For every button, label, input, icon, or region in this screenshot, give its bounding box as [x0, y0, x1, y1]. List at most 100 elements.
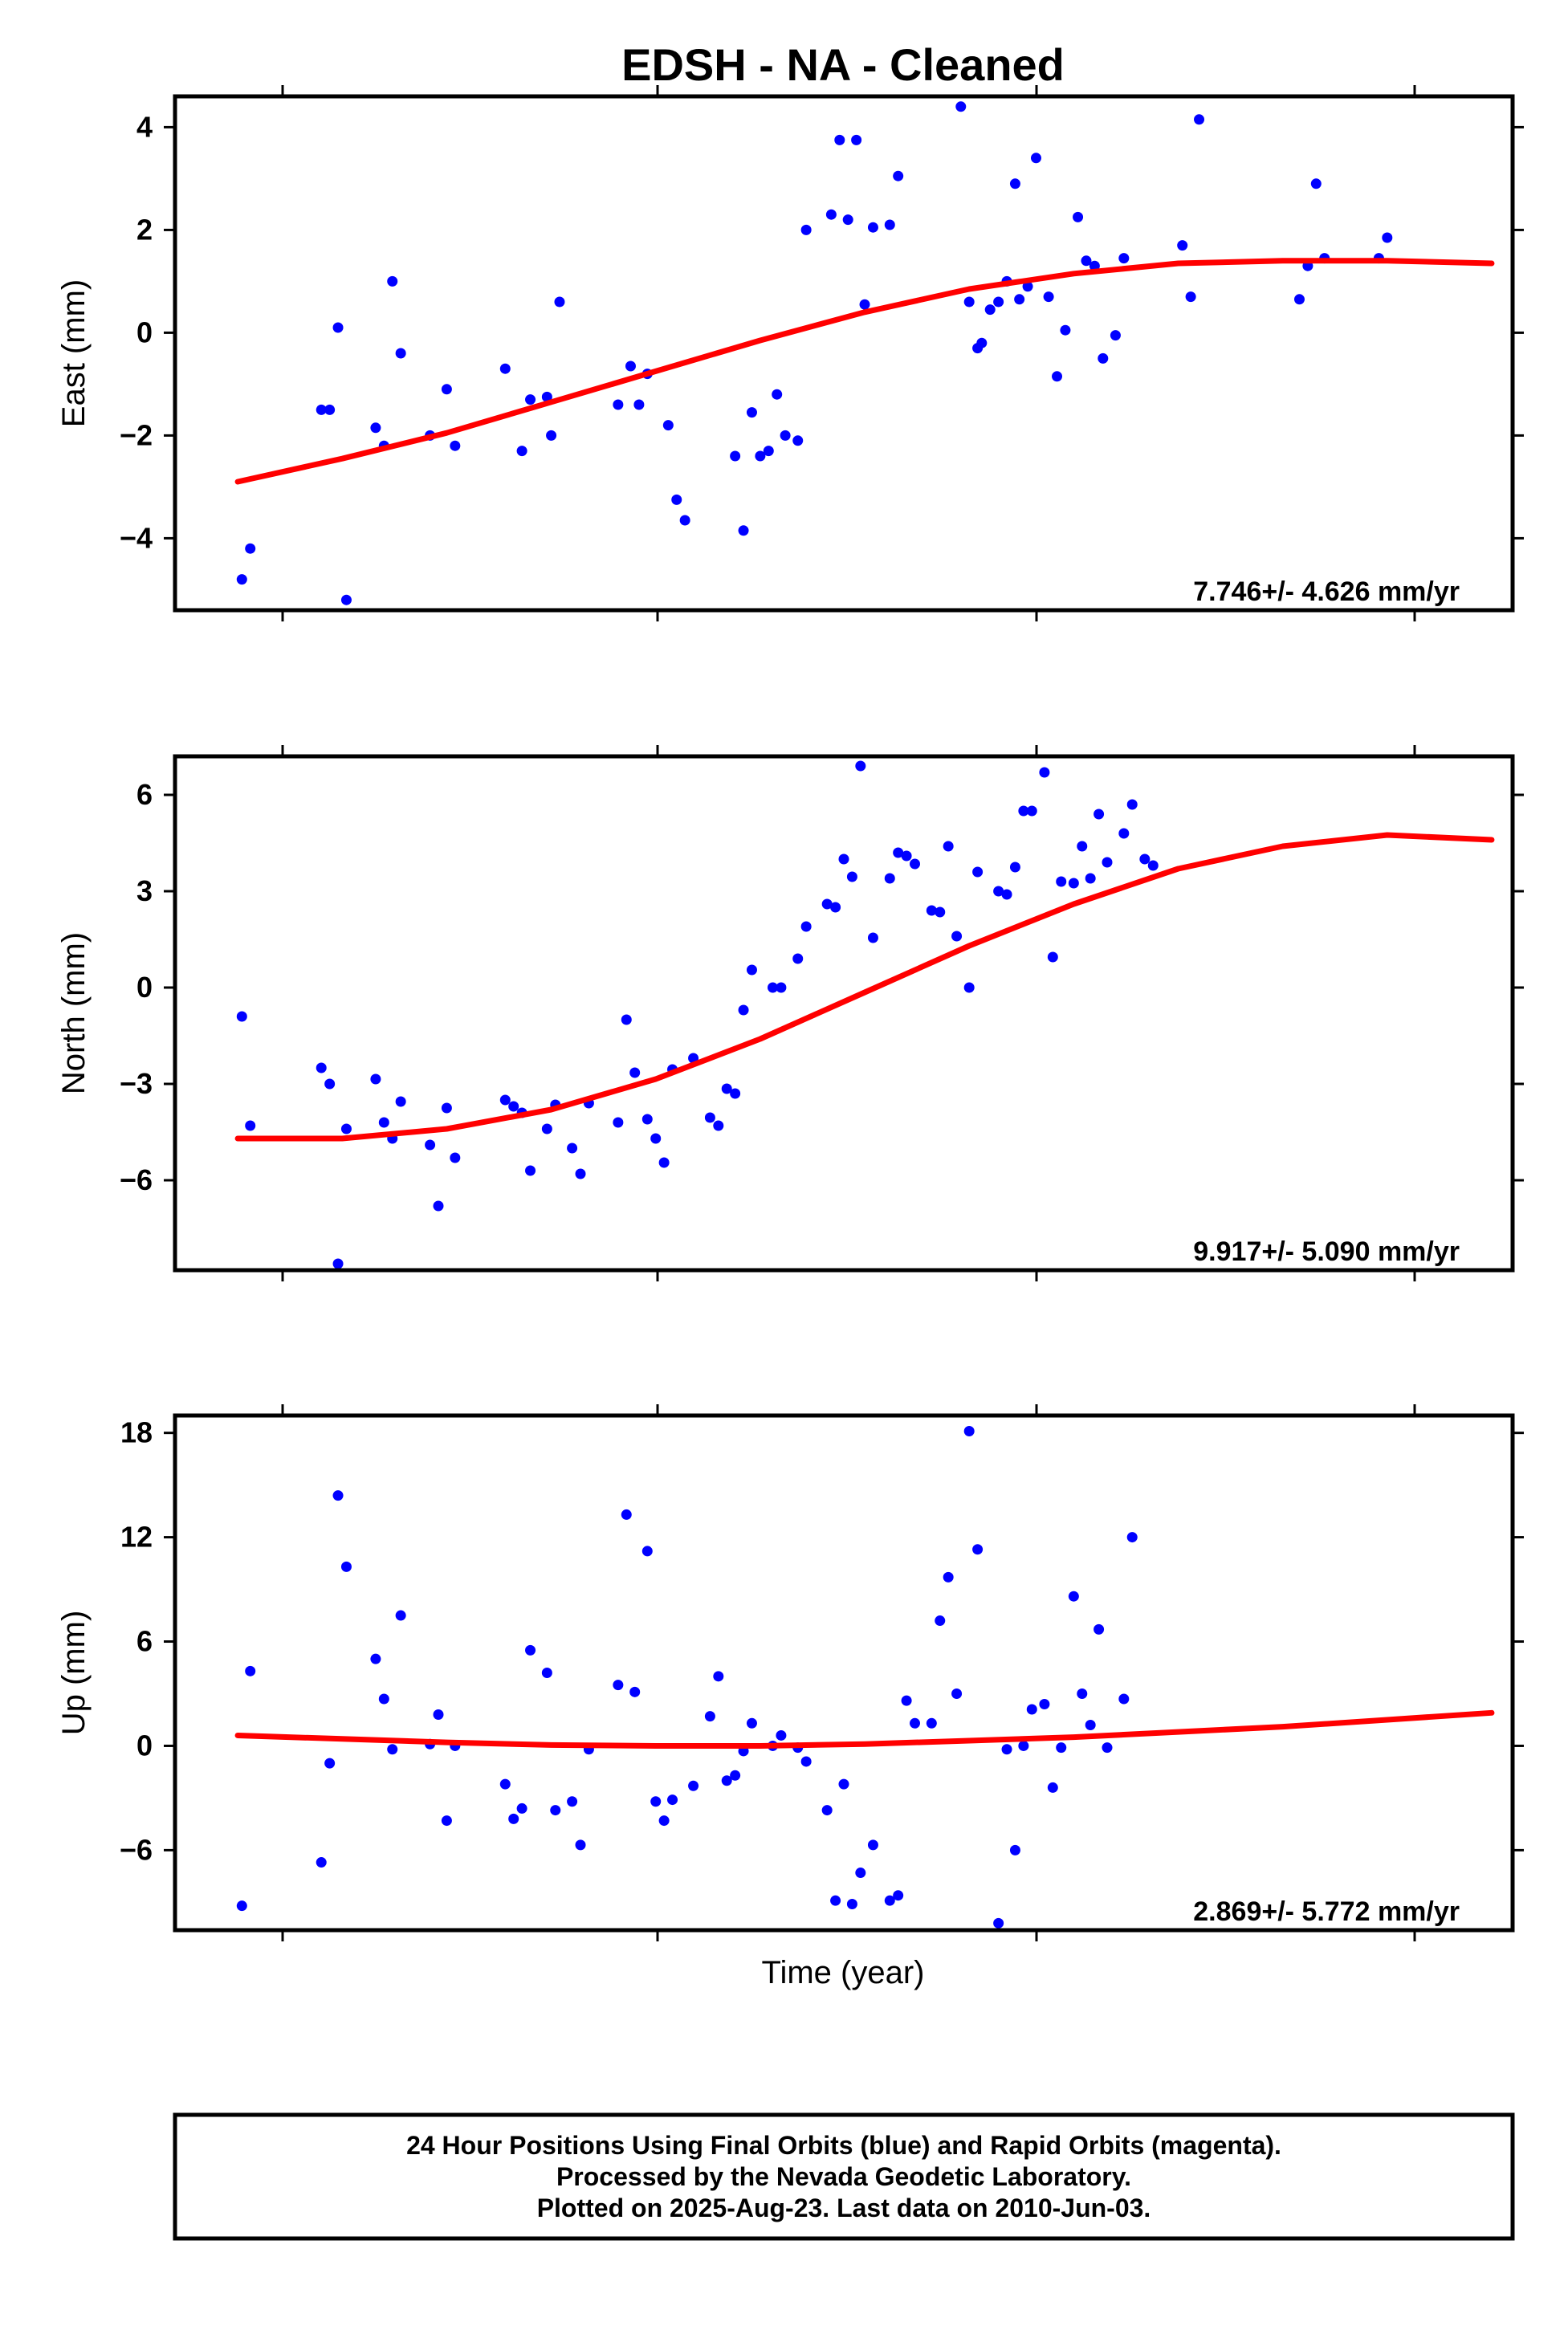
- data-point: [730, 1088, 741, 1099]
- data-point: [776, 982, 787, 993]
- data-point: [955, 101, 967, 112]
- rate-label: 2.869+/- 5.772 mm/yr: [1193, 1896, 1460, 1927]
- data-point: [662, 420, 674, 431]
- data-point: [943, 841, 954, 852]
- data-point: [855, 760, 866, 772]
- data-point: [1073, 211, 1084, 222]
- data-point: [450, 440, 461, 451]
- data-point: [893, 1890, 904, 1901]
- data-point: [1056, 1742, 1067, 1754]
- data-point: [963, 982, 975, 993]
- data-point: [324, 1758, 336, 1769]
- data-point: [704, 1112, 715, 1123]
- data-point: [1014, 294, 1025, 305]
- y-axis-label: North (mm): [56, 932, 92, 1094]
- data-point: [667, 1794, 678, 1806]
- data-point: [867, 932, 878, 943]
- footer-line-1: 24 Hour Positions Using Final Orbits (bl…: [406, 2131, 1281, 2160]
- data-point: [499, 363, 511, 374]
- data-point: [867, 1839, 878, 1851]
- data-point: [613, 1117, 624, 1128]
- data-point: [567, 1143, 578, 1154]
- data-point: [800, 1756, 812, 1767]
- data-point: [972, 866, 984, 878]
- data-point: [901, 1695, 912, 1706]
- data-point: [910, 1717, 921, 1729]
- data-point: [658, 1815, 670, 1827]
- data-point: [951, 1688, 963, 1699]
- data-point: [834, 134, 845, 145]
- data-point: [830, 902, 841, 913]
- y-tick-label: −2: [120, 418, 153, 451]
- data-point: [658, 1157, 670, 1168]
- data-point: [859, 299, 870, 310]
- data-point: [575, 1168, 586, 1179]
- footer-line-2: Processed by the Nevada Geodetic Laborat…: [556, 2162, 1131, 2191]
- data-point: [1030, 153, 1041, 164]
- rate-label: 7.746+/- 4.626 mm/yr: [1193, 576, 1460, 607]
- data-point: [245, 543, 256, 554]
- y-tick-label: −6: [120, 1163, 153, 1196]
- data-point: [721, 1083, 732, 1094]
- data-point: [671, 494, 682, 505]
- data-point: [1043, 291, 1054, 303]
- data-point: [236, 1011, 247, 1022]
- data-point: [838, 1778, 849, 1790]
- data-point: [633, 399, 645, 410]
- y-tick-label: 12: [120, 1521, 153, 1554]
- data-point: [1102, 857, 1113, 868]
- data-point: [993, 296, 1004, 308]
- panel-frame: [173, 754, 1515, 1273]
- data-point: [332, 1258, 344, 1269]
- y-tick-label: 18: [120, 1416, 153, 1449]
- data-point: [884, 1895, 895, 1906]
- data-point: [433, 1200, 444, 1212]
- data-point: [1098, 352, 1109, 364]
- panel-3: 18 12 6 0 −6 Up (mm) 2.869+/- 5.772 mm/yr: [56, 1404, 1524, 1941]
- series-points: [236, 760, 1159, 1269]
- data-point: [780, 430, 791, 441]
- data-point: [550, 1805, 561, 1816]
- data-point: [746, 964, 757, 976]
- data-point: [846, 1899, 857, 1910]
- data-point: [324, 404, 336, 415]
- footer-frame: [173, 2112, 1515, 2241]
- data-point: [245, 1665, 256, 1676]
- data-point: [433, 1709, 444, 1720]
- footer-box: 24 Hour Positions Using Final Orbits (bl…: [173, 2112, 1515, 2241]
- footer-line-3: Plotted on 2025-Aug-23. Last data on 201…: [537, 2194, 1151, 2222]
- data-point: [1047, 1782, 1058, 1793]
- data-point: [1068, 1591, 1079, 1602]
- data-point: [641, 1546, 653, 1557]
- data-point: [1039, 1698, 1050, 1709]
- y-tick-label: −6: [120, 1833, 153, 1866]
- data-point: [713, 1671, 724, 1682]
- data-point: [772, 389, 783, 400]
- data-point: [236, 574, 247, 585]
- data-point: [851, 134, 862, 145]
- data-point: [976, 337, 988, 348]
- panel-1: 4 2 0 −2 −4 East (mm) 7.746+/- 4.626 mm/yr: [56, 85, 1524, 621]
- data-point: [499, 1094, 511, 1106]
- data-point: [1118, 253, 1130, 264]
- data-point: [830, 1895, 841, 1906]
- data-point: [951, 931, 963, 942]
- data-point: [1056, 876, 1067, 887]
- data-point: [1081, 255, 1092, 267]
- data-point: [516, 1802, 527, 1814]
- y-tick-label: 2: [136, 213, 153, 246]
- data-point: [713, 1120, 724, 1131]
- data-point: [1068, 878, 1079, 889]
- y-tick-label: 0: [136, 1729, 153, 1762]
- data-point: [1118, 828, 1130, 839]
- fit-curve: [234, 1709, 1495, 1749]
- data-point: [332, 322, 344, 333]
- data-point: [963, 1425, 975, 1436]
- data-point: [963, 296, 975, 308]
- data-point: [613, 1680, 624, 1691]
- data-point: [1085, 873, 1096, 884]
- data-point: [821, 898, 833, 910]
- y-tick-label: 6: [136, 1625, 153, 1658]
- data-point: [508, 1101, 519, 1112]
- data-point: [621, 1509, 632, 1520]
